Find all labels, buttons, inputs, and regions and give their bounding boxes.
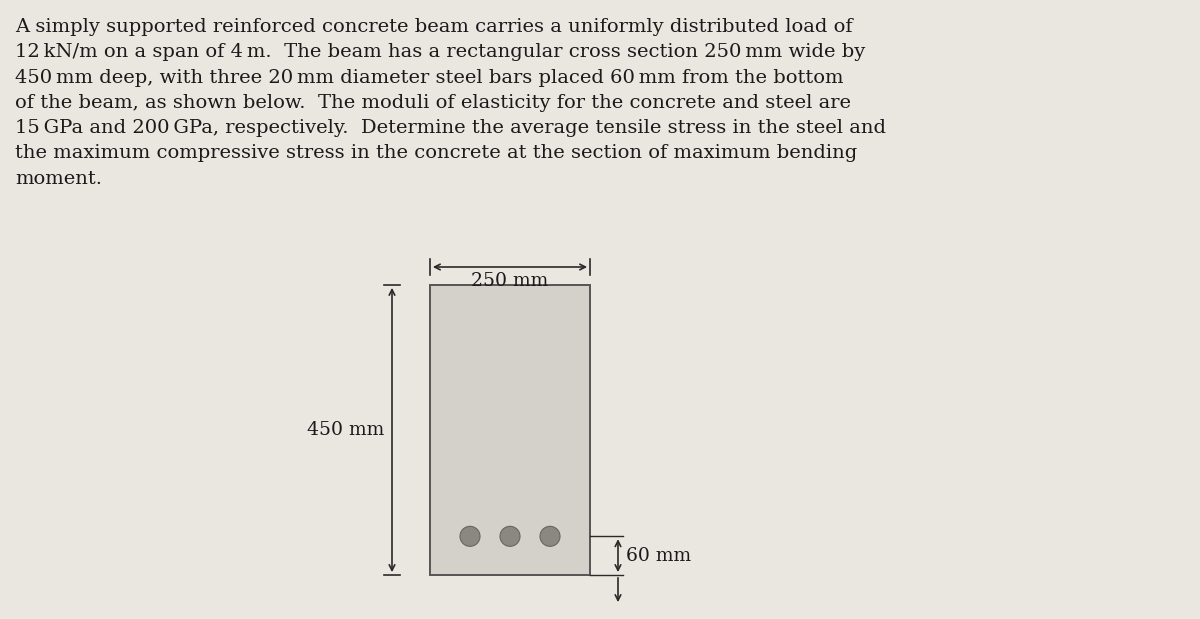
Text: 60 mm: 60 mm <box>626 547 691 565</box>
Text: 450 mm: 450 mm <box>307 421 384 439</box>
Circle shape <box>500 526 520 547</box>
Text: A simply supported reinforced concrete beam carries a uniformly distributed load: A simply supported reinforced concrete b… <box>14 18 886 188</box>
Circle shape <box>460 526 480 547</box>
Text: 250 mm: 250 mm <box>472 272 548 290</box>
Circle shape <box>540 526 560 547</box>
Bar <box>430 285 590 575</box>
